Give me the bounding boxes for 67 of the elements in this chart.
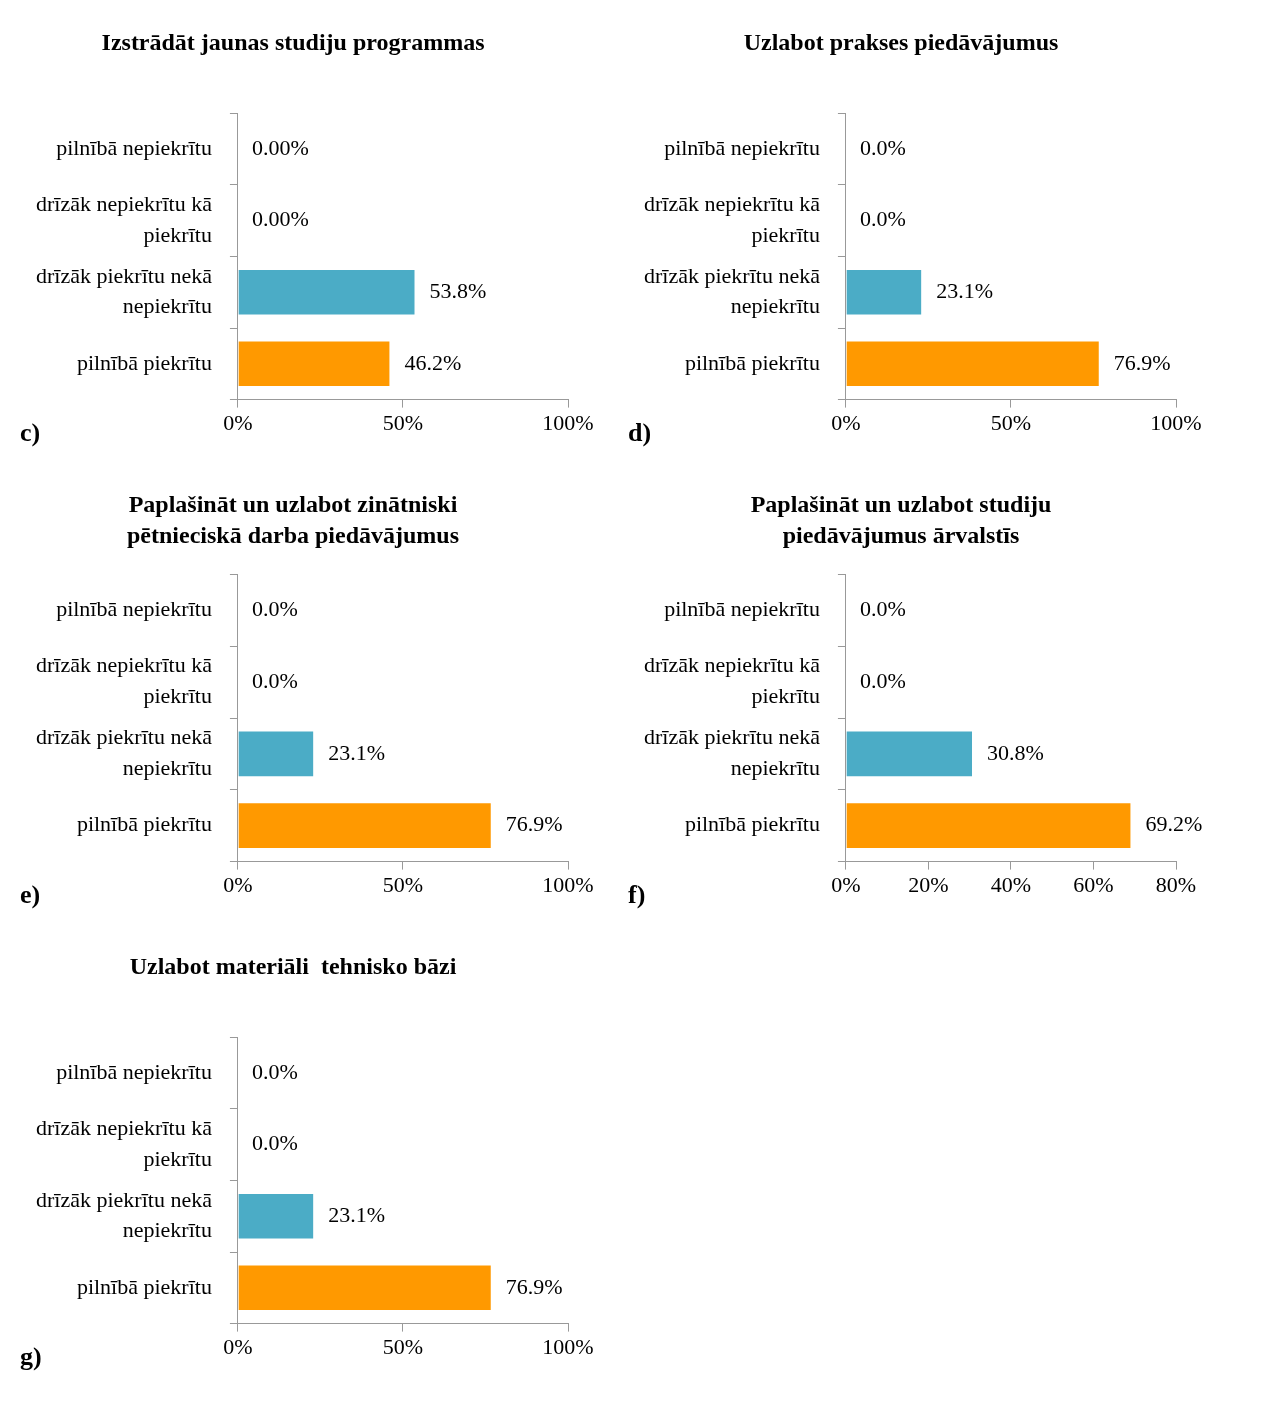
data-label: 0.0% (859, 667, 906, 693)
chart-title: Paplašināt un uzlabot studiju piedāvājumus ārvalstīs (750, 490, 1052, 548)
data-label: 0.0% (251, 1130, 298, 1156)
x-tick-label: 80% (1155, 871, 1197, 897)
y-tick-label: pilnībā nepiekrītu (664, 134, 820, 160)
x-tick-label: 50% (382, 871, 424, 897)
x-tick-label: 60% (1073, 871, 1114, 897)
x-tick-label: 0% (223, 409, 253, 435)
x-tick-label: 50% (382, 1333, 424, 1359)
y-tick-label: drīzāk nepiekrītu kā piekrītu (35, 652, 213, 709)
data-label: 0.0% (251, 667, 298, 693)
chart-title: Uzlabot materiāli tehnisko bāzi (129, 952, 457, 979)
y-tick-label: drīzāk piekrītu nekā nepiekrītu (643, 724, 821, 781)
x-tick-label: 50% (382, 409, 424, 435)
y-tick-label: drīzāk nepiekrītu kā piekrītu (643, 652, 821, 709)
y-tick-label: drīzāk piekrītu nekā nepiekrītu (35, 1186, 213, 1243)
y-tick-label: drīzāk piekrītu nekā nepiekrītu (35, 724, 213, 781)
data-label: 0.0% (859, 206, 906, 232)
y-tick-label: drīzāk nepiekrītu kā piekrītu (643, 190, 821, 247)
data-label: 0.0% (251, 1058, 298, 1084)
data-label: 69.2% (1145, 811, 1203, 837)
x-tick-label: 100% (542, 871, 594, 897)
y-tick-label: pilnībā nepiekrītu (56, 134, 212, 160)
y-tick-label: pilnībā nepiekrītu (56, 596, 212, 622)
x-tick-label: 0% (223, 871, 253, 897)
data-label: 23.1% (328, 1201, 385, 1227)
y-tick-label: pilnībā piekrītu (684, 811, 820, 837)
x-tick-label: 40% (990, 871, 1032, 897)
y-tick-label: drīzāk nepiekrītu kā piekrītu (35, 190, 213, 247)
chart-title: Paplašināt un uzlabot zinātniski pētnieciskā darba piedāvājumus (126, 490, 460, 548)
data-label: 76.9% (505, 811, 563, 837)
y-tick-label: drīzāk piekrītu nekā nepiekrītu (35, 262, 213, 319)
data-label: 0.0% (251, 596, 298, 622)
x-tick-label: 0% (223, 1333, 253, 1359)
data-label: 23.1% (936, 277, 993, 303)
text: g) (20, 1342, 42, 1372)
data-label: 0.0% (859, 134, 906, 160)
chart-title: Uzlabot prakses piedāvājumus (743, 28, 1059, 55)
x-tick-label: 100% (1150, 409, 1202, 435)
chart-title: Izstrādāt jaunas studiju programmas (101, 28, 485, 55)
x-tick-label: 50% (990, 409, 1032, 435)
y-tick-label: pilnībā piekrītu (76, 349, 212, 375)
x-tick-label: 100% (542, 1333, 594, 1359)
data-label: 23.1% (328, 739, 385, 765)
text: f) (628, 880, 646, 910)
data-label: 0.0% (859, 596, 906, 622)
text: e) (20, 880, 41, 910)
data-label: 53.8% (429, 277, 487, 303)
y-tick-label: pilnībā piekrītu (76, 1273, 212, 1299)
x-tick-label: 0% (831, 409, 861, 435)
data-label: 30.8% (987, 739, 1044, 765)
x-tick-label: 20% (908, 871, 949, 897)
text: c) (20, 418, 41, 448)
data-label: 46.2% (404, 349, 462, 375)
x-tick-label: 0% (831, 871, 861, 897)
y-tick-label: pilnībā nepiekrītu (56, 1058, 212, 1084)
data-label: 0.00% (251, 134, 309, 160)
y-tick-label: pilnībā piekrītu (76, 811, 212, 837)
text: d) (628, 418, 652, 448)
y-tick-label: drīzāk piekrītu nekā nepiekrītu (643, 262, 821, 319)
data-label: 76.9% (1113, 349, 1171, 375)
x-tick-label: 100% (542, 409, 594, 435)
data-label: 76.9% (505, 1273, 563, 1299)
y-tick-label: pilnībā piekrītu (684, 349, 820, 375)
y-tick-label: drīzāk nepiekrītu kā piekrītu (35, 1114, 213, 1171)
y-tick-label: pilnībā nepiekrītu (664, 596, 820, 622)
data-label: 0.00% (251, 206, 309, 232)
